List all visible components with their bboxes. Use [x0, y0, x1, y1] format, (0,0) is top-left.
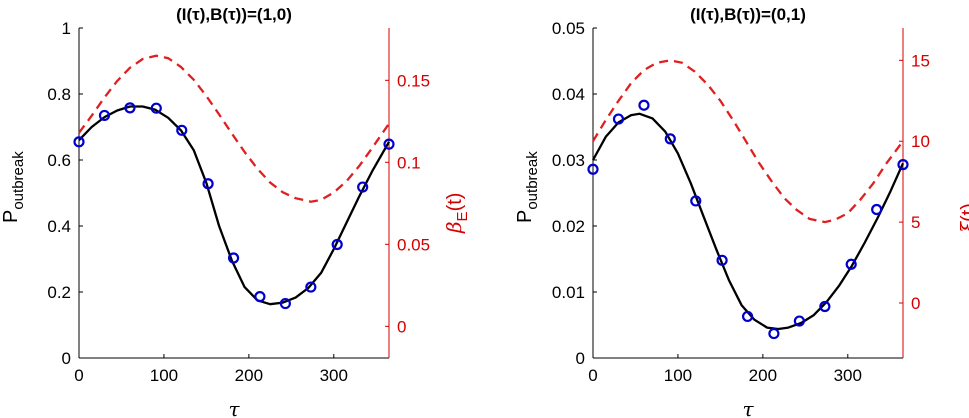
- data-point: [664, 133, 676, 145]
- data-point: [768, 327, 780, 340]
- simulation-markers: [587, 99, 909, 340]
- data-point: [587, 163, 599, 175]
- right-y-tick-label: 0: [397, 317, 406, 336]
- left-y-tick-label: 0.05: [552, 19, 585, 38]
- right-y-tick-label: 0.1: [397, 153, 421, 172]
- left-y-tick-label: 0.8: [47, 85, 71, 104]
- dashed-series-line: [592, 59, 904, 224]
- data-point: [176, 124, 188, 136]
- chart-panel-2: 0 100 200 300 0 0.01 0.02 0.03 0.04 0.05 0 5 10 15 (I(…: [514, 5, 969, 418]
- right-y-tick-label: 10: [911, 132, 930, 151]
- data-point: [690, 195, 702, 207]
- solid-series-line: [591, 112, 905, 331]
- left-y-tick-label: 0.01: [552, 283, 585, 302]
- right-y-tick-label: 0: [911, 294, 920, 313]
- left-y-axis-label: Poutbreak: [514, 151, 541, 223]
- right-label-symbol: ξ: [956, 221, 969, 233]
- data-point: [897, 159, 909, 171]
- right-y-tick-label: 15: [911, 51, 930, 70]
- x-tick-label: 100: [664, 366, 692, 385]
- right-y-axis-label: ξ(t): [956, 203, 969, 233]
- data-point: [612, 113, 625, 125]
- solid-series-line: [78, 105, 390, 306]
- data-point: [227, 252, 240, 264]
- data-point: [383, 138, 395, 150]
- y-label-main: P: [0, 210, 22, 223]
- data-point: [819, 300, 831, 313]
- data-point: [305, 281, 317, 293]
- right-y-tick-label: 5: [911, 213, 920, 232]
- y-label-main: P: [514, 210, 536, 223]
- left-y-tick-label: 0.03: [552, 151, 585, 170]
- right-label-symbol: β: [442, 221, 466, 234]
- chart-title: (I(τ),B(τ))=(0,1): [690, 5, 806, 24]
- data-point: [741, 310, 754, 323]
- left-y-tick-label: 0.2: [47, 283, 71, 302]
- right-y-tick-label: 0.05: [397, 235, 430, 254]
- data-point: [793, 315, 805, 327]
- x-axis-label: τ: [742, 397, 754, 418]
- chart-title: (I(τ),B(τ))=(1,0): [176, 5, 292, 24]
- right-y-axis-label: βE(t): [442, 193, 471, 234]
- data-point: [845, 258, 857, 270]
- right-y-tick-label: 0.15: [397, 71, 430, 90]
- right-label-suffix: (t): [958, 203, 969, 222]
- data-point: [357, 181, 369, 193]
- left-y-tick-label: 0.02: [552, 217, 585, 236]
- x-tick-label: 200: [749, 366, 777, 385]
- y-label-subscript: outbreak: [10, 151, 27, 210]
- data-point: [98, 109, 111, 122]
- left-y-tick-label: 0: [62, 349, 71, 368]
- data-point: [279, 297, 291, 310]
- right-label-subscript: E: [454, 211, 471, 221]
- x-tick-label: 0: [588, 366, 597, 385]
- x-tick-label: 300: [834, 366, 862, 385]
- data-point: [124, 102, 136, 114]
- dashed-series-line: [78, 54, 390, 203]
- left-y-axis-label: Poutbreak: [0, 151, 27, 223]
- data-point: [638, 99, 650, 111]
- right-label-suffix: (t): [444, 193, 466, 212]
- data-point: [331, 238, 343, 251]
- left-y-tick-label: 0.6: [47, 151, 71, 170]
- left-y-tick-label: 0.4: [47, 217, 71, 236]
- x-tick-label: 100: [150, 366, 178, 385]
- data-point: [254, 291, 266, 303]
- x-axis-label: τ: [228, 397, 240, 418]
- y-label-subscript: outbreak: [524, 151, 541, 210]
- data-point: [73, 136, 85, 148]
- data-point: [150, 102, 162, 114]
- x-tick-label: 200: [235, 366, 263, 385]
- chart-panel-1: 0 100 200 300 0 0.2 0.4 0.6 0.8 1 0 0.05 0.1 0.15 (I(τ…: [0, 5, 471, 418]
- x-tick-label: 300: [320, 366, 348, 385]
- left-y-tick-label: 1: [62, 19, 71, 38]
- left-y-tick-label: 0.04: [552, 85, 585, 104]
- data-point: [716, 254, 728, 266]
- data-point: [202, 178, 214, 190]
- x-tick-label: 0: [74, 366, 83, 385]
- data-point: [871, 203, 883, 216]
- simulation-markers: [73, 102, 395, 310]
- left-y-tick-label: 0: [576, 349, 585, 368]
